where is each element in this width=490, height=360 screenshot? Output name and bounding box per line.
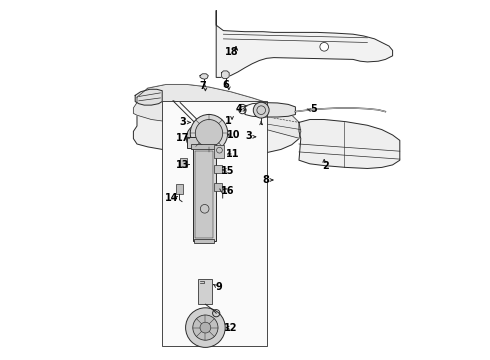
Text: 1: 1	[225, 116, 232, 126]
Bar	[187, 137, 215, 148]
Text: 5: 5	[311, 104, 318, 114]
Text: 3: 3	[245, 131, 252, 141]
Bar	[194, 239, 214, 243]
Text: 9: 9	[216, 282, 222, 292]
Text: 3: 3	[180, 117, 187, 127]
Text: 13: 13	[175, 160, 189, 170]
Circle shape	[200, 322, 211, 333]
Bar	[196, 151, 213, 238]
Text: 2: 2	[322, 161, 329, 171]
Circle shape	[196, 120, 222, 147]
Text: 10: 10	[227, 130, 240, 140]
Bar	[193, 148, 216, 241]
Text: 16: 16	[221, 186, 235, 196]
Circle shape	[191, 129, 209, 147]
Circle shape	[186, 308, 225, 347]
Circle shape	[193, 315, 218, 340]
Bar	[215, 183, 222, 191]
Bar	[198, 279, 212, 304]
Circle shape	[320, 42, 328, 51]
Bar	[162, 101, 267, 346]
Bar	[180, 158, 187, 167]
Text: 15: 15	[221, 166, 235, 176]
Text: 18: 18	[224, 47, 238, 57]
Circle shape	[190, 114, 228, 152]
Bar	[191, 144, 216, 149]
Text: 17: 17	[175, 133, 189, 143]
Text: 4: 4	[235, 104, 242, 114]
Text: 11: 11	[226, 149, 240, 159]
Polygon shape	[133, 85, 301, 154]
Text: 6: 6	[222, 80, 229, 90]
Text: 14: 14	[165, 193, 178, 203]
Bar	[176, 184, 183, 194]
Text: 7: 7	[199, 81, 206, 91]
Circle shape	[253, 102, 269, 118]
Polygon shape	[200, 74, 208, 79]
Polygon shape	[299, 120, 400, 168]
Bar	[215, 145, 224, 158]
Bar	[215, 165, 222, 173]
Polygon shape	[135, 89, 162, 105]
Text: 8: 8	[263, 175, 270, 185]
Circle shape	[186, 124, 214, 152]
Polygon shape	[221, 71, 229, 78]
Polygon shape	[245, 103, 295, 117]
Polygon shape	[133, 85, 301, 138]
Polygon shape	[216, 11, 392, 77]
Text: 12: 12	[224, 323, 237, 333]
